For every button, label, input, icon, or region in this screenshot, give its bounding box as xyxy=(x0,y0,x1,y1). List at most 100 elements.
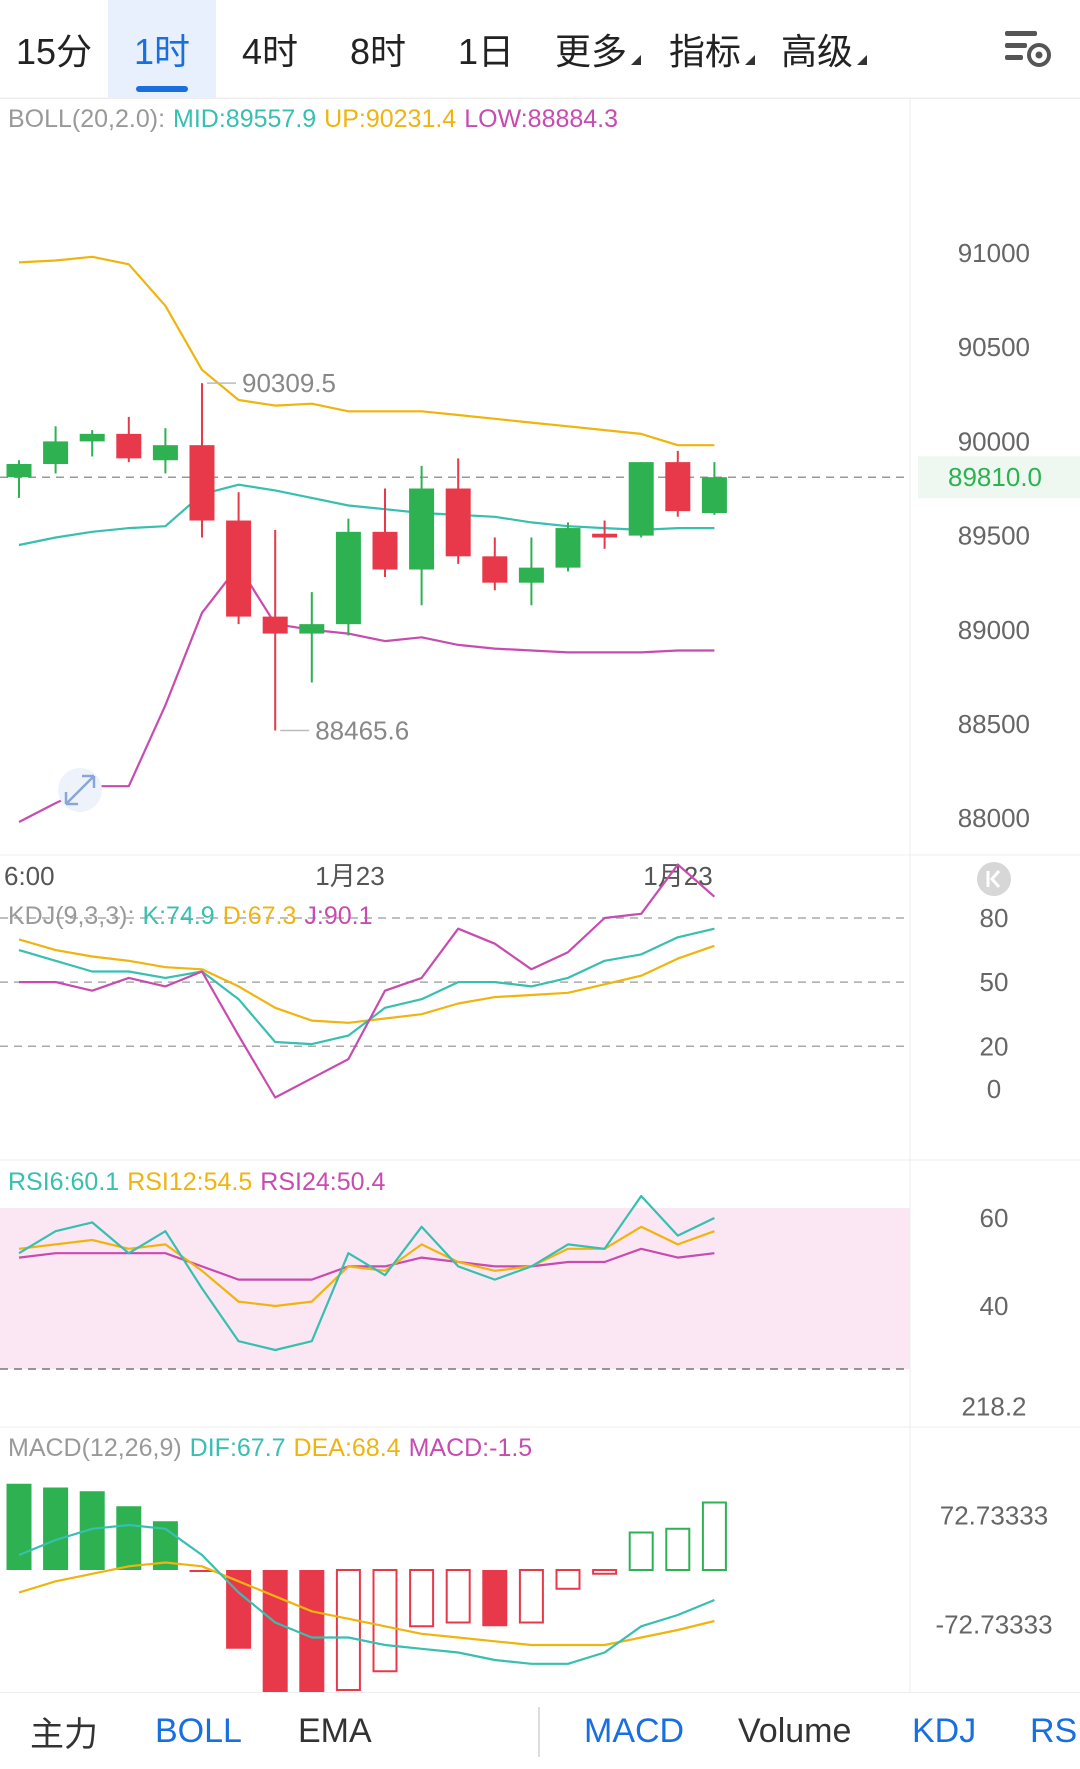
tab-4hour[interactable]: 4时 xyxy=(216,0,324,98)
kdj-j-value: J:90.1 xyxy=(304,902,372,930)
tab-label: 8时 xyxy=(349,31,407,72)
boll-low-value: LOW:88884.3 xyxy=(464,105,618,133)
chart-settings-icon xyxy=(1005,31,1051,67)
candle-body xyxy=(43,441,69,465)
rsi12-value: RSI12:54.5 xyxy=(127,1168,252,1196)
candle-body xyxy=(518,567,544,583)
caret-down-icon xyxy=(857,55,867,65)
tab-label: EMA xyxy=(298,1711,372,1750)
macd-histogram-bar xyxy=(189,1570,215,1572)
tab-more[interactable]: 更多 xyxy=(540,0,656,98)
macd-histogram-bar xyxy=(116,1506,142,1570)
candle-body xyxy=(262,616,288,634)
macd-histogram-bar xyxy=(445,1569,471,1624)
macd-dif-value: DIF:67.7 xyxy=(190,1434,286,1462)
macd-value: MACD:-1.5 xyxy=(409,1434,533,1462)
macd-dif-line xyxy=(18,1523,715,1665)
kdj-d-line xyxy=(18,938,715,1024)
macd-histogram-bar xyxy=(299,1570,325,1692)
price-axis-tick: 91000 xyxy=(958,238,1030,268)
macd-dea-line xyxy=(18,1561,715,1647)
candle-body xyxy=(665,462,691,512)
time-axis-label: 1月23 xyxy=(315,861,384,891)
indicator-tab-bar: 主力 BOLL EMA MACD Volume KDJ RSI xyxy=(0,1692,1080,1769)
bottom-tab-kdj[interactable]: KDJ xyxy=(912,1693,976,1769)
time-axis-label: 6:00 xyxy=(4,861,55,891)
bottom-tab-ema[interactable]: EMA xyxy=(298,1693,372,1769)
candle-body xyxy=(592,533,618,538)
price-axis-tick: 89000 xyxy=(958,615,1030,645)
candle-body xyxy=(445,488,471,557)
rsi6-line xyxy=(18,1194,715,1352)
caret-down-icon xyxy=(745,55,755,65)
boll-up-value: UP:90231.4 xyxy=(324,105,456,133)
macd-histogram-bar xyxy=(409,1569,435,1628)
tab-label: 4时 xyxy=(241,31,299,72)
candle-body xyxy=(628,462,654,536)
candle-body xyxy=(116,433,142,459)
tab-label: 高级 xyxy=(780,31,853,72)
low-price-marker: 88465.6 xyxy=(315,715,409,745)
bottom-tab-rsi[interactable]: RSI xyxy=(1030,1693,1080,1769)
rsi-highlight-zone xyxy=(0,1208,910,1369)
macd-histogram-bar xyxy=(335,1569,361,1691)
price-axis-tick: 90000 xyxy=(958,426,1030,456)
tab-label: KDJ xyxy=(912,1711,977,1750)
kdj-axis-tick: 0 xyxy=(987,1074,1001,1104)
macd-histogram-bar xyxy=(628,1531,654,1571)
kdj-k-value: K:74.9 xyxy=(142,902,214,930)
tab-label: 1日 xyxy=(457,31,515,72)
price-axis-tick: 89500 xyxy=(958,521,1030,551)
timeframe-tab-bar: 15分 1时 4时 8时 1日 更多 指标 高级 xyxy=(0,0,1080,99)
rsi6-value: RSI6:60.1 xyxy=(8,1168,119,1196)
rsi24-value: RSI24:50.4 xyxy=(260,1168,385,1196)
kdj-axis-tick: 20 xyxy=(980,1031,1009,1061)
macd-histogram-bar xyxy=(43,1487,69,1570)
tab-1day[interactable]: 1日 xyxy=(432,0,540,98)
macd-histogram-bar xyxy=(482,1570,508,1627)
candle-body xyxy=(335,531,361,625)
jump-to-latest-icon xyxy=(977,862,1011,896)
bottom-tab-volume[interactable]: Volume xyxy=(738,1693,851,1769)
tab-label: MACD xyxy=(584,1711,685,1750)
tab-label: BOLL xyxy=(155,1711,242,1750)
chart-settings-button[interactable] xyxy=(990,0,1066,98)
high-price-marker: 90309.5 xyxy=(242,368,336,398)
boll-params-label: BOLL(20,2.0): xyxy=(8,105,165,133)
candle-body xyxy=(372,531,398,570)
macd-histogram-bar xyxy=(518,1569,544,1624)
bottom-tab-boll[interactable]: BOLL xyxy=(155,1693,242,1769)
tab-label: Volume xyxy=(738,1711,852,1750)
macd-histogram-bar xyxy=(665,1527,691,1571)
kdj-params-label: KDJ(9,3,3): xyxy=(8,902,134,930)
candle-body xyxy=(409,488,435,570)
jump-to-latest-icon xyxy=(986,870,1001,888)
macd-dea-value: DEA:68.4 xyxy=(294,1434,401,1462)
boll-lower-band-line xyxy=(18,564,715,823)
tab-15min[interactable]: 15分 xyxy=(0,0,108,98)
price-axis-tick: 90500 xyxy=(958,332,1030,362)
tab-label: 15分 xyxy=(15,31,93,72)
bottom-tab-macd[interactable]: MACD xyxy=(584,1693,684,1769)
kdj-axis-tick: 80 xyxy=(980,903,1009,933)
tab-8hour[interactable]: 8时 xyxy=(324,0,432,98)
macd-params-label: MACD(12,26,9) xyxy=(8,1434,182,1462)
kdj-j-line xyxy=(19,863,716,1099)
macd-histogram-bar xyxy=(592,1569,618,1575)
candle-body xyxy=(6,464,32,478)
tab-advanced[interactable]: 高级 xyxy=(768,0,880,98)
chart-canvas[interactable]: 91000 90500 90000 89500 89000 88500 88000 89810… xyxy=(0,0,1080,1692)
candle-body xyxy=(152,445,178,461)
price-axis-tick: 88000 xyxy=(958,803,1030,833)
bottom-tab-divider xyxy=(538,1707,540,1757)
bottom-tab-main[interactable]: 主力 xyxy=(30,1693,98,1769)
tab-indicators[interactable]: 指标 xyxy=(656,0,768,98)
tab-label: 更多 xyxy=(554,31,627,72)
candle-body xyxy=(555,528,581,568)
boll-upper-band-line xyxy=(18,255,715,447)
tab-label: 指标 xyxy=(668,31,741,72)
candle-body xyxy=(79,433,105,442)
price-axis-tick: 88500 xyxy=(958,709,1030,739)
macd-histogram-bar xyxy=(555,1569,581,1590)
tab-1hour[interactable]: 1时 xyxy=(108,0,216,98)
